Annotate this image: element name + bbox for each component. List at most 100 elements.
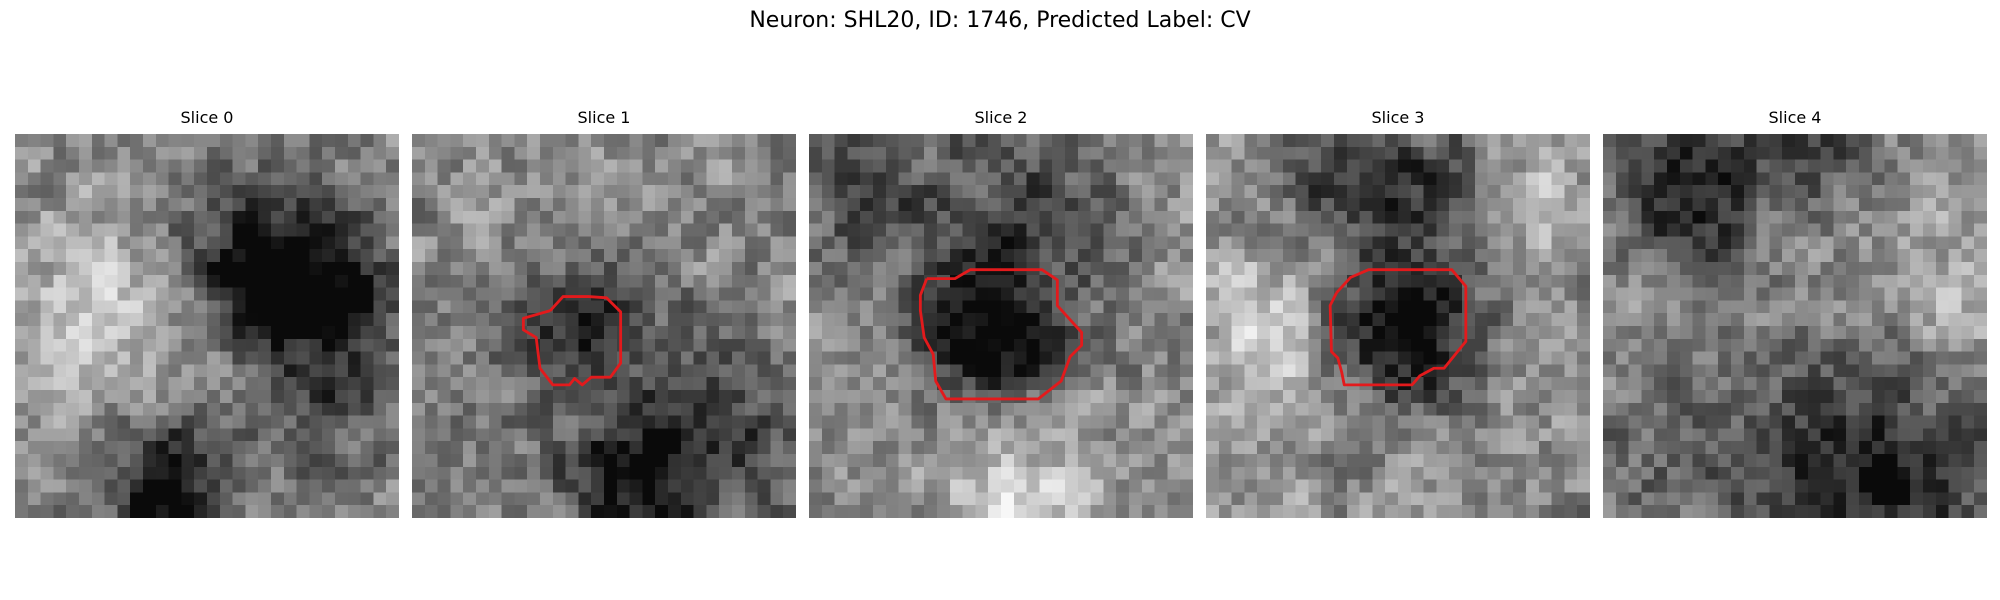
pixel [578,479,592,493]
pixel [1103,402,1117,416]
pixel [437,466,451,480]
pixel [552,210,566,224]
pixel [1436,390,1450,404]
pixel [565,313,579,327]
pixel [1436,326,1450,340]
pixel [1308,402,1322,416]
pixel [1474,313,1488,327]
cell-outline [521,295,623,387]
pixel [629,454,643,468]
pixel [1923,249,1937,263]
pixel [1103,236,1117,250]
pixel [1820,172,1834,186]
pixel [591,351,605,365]
pixel [53,338,67,352]
pixel [1500,185,1514,199]
pixel [1820,402,1834,416]
pixel [1141,134,1155,148]
pixel [885,198,899,212]
pixel [1321,454,1335,468]
pixel [1116,351,1130,365]
pixel [1615,364,1629,378]
pixel [1013,274,1027,288]
pixel [1513,236,1527,250]
pixel [1372,313,1386,327]
pixel [1692,159,1706,173]
pixel [1423,210,1437,224]
pixel [360,146,374,160]
pixel [1116,377,1130,391]
pixel [232,287,246,301]
pixel [309,134,323,148]
pixel [386,466,399,480]
pixel [207,326,221,340]
pixel [885,402,899,416]
pixel [1923,441,1937,455]
pixel [1948,428,1962,442]
pixel [347,146,361,160]
pixel [1974,210,1987,224]
pixel [1743,415,1757,429]
pixel [437,262,451,276]
pixel [335,146,349,160]
pixel [1577,287,1590,301]
pixel [373,326,387,340]
pixel [757,390,771,404]
pixel [1603,249,1617,263]
pixel [1667,223,1681,237]
pixel [1513,505,1527,518]
pixel [1667,146,1681,160]
pixel [219,390,233,404]
pixel [911,210,925,224]
pixel [1807,210,1821,224]
pixel [1154,274,1168,288]
pixel [168,402,182,416]
pixel [1052,351,1066,365]
pixel [924,479,938,493]
pixel [155,185,169,199]
pixel [1897,262,1911,276]
pixel [1500,505,1514,518]
pixel [322,415,336,429]
pixel [668,454,682,468]
pixel [655,377,669,391]
pixel [1538,134,1552,148]
pixel [1334,185,1348,199]
pixel [1820,134,1834,148]
pixel [27,287,41,301]
pixel [1756,210,1770,224]
pixel [1090,236,1104,250]
pixel [1679,338,1693,352]
pixel [450,364,464,378]
pixel [1577,428,1590,442]
pixel [1526,274,1540,288]
pixel [975,351,989,365]
pixel [104,262,118,276]
pixel [155,479,169,493]
pixel [1410,313,1424,327]
pixel [219,287,233,301]
pixel [91,300,105,314]
pixel [207,185,221,199]
pixel [873,262,887,276]
pixel [719,338,733,352]
pixel [1308,159,1322,173]
pixel [91,313,105,327]
pixel [1756,428,1770,442]
pixel [501,210,515,224]
pixel [706,428,720,442]
pixel [15,223,29,237]
pixel [527,492,541,506]
pixel [860,454,874,468]
pixel [1526,326,1540,340]
pixel [360,492,374,506]
pixel [1526,249,1540,263]
pixel [15,326,29,340]
pixel [911,338,925,352]
pixel [1910,466,1924,480]
pixel [1564,441,1578,455]
pixel [744,287,758,301]
pixel [1756,300,1770,314]
pixel [1410,479,1424,493]
pixel [1423,466,1437,480]
